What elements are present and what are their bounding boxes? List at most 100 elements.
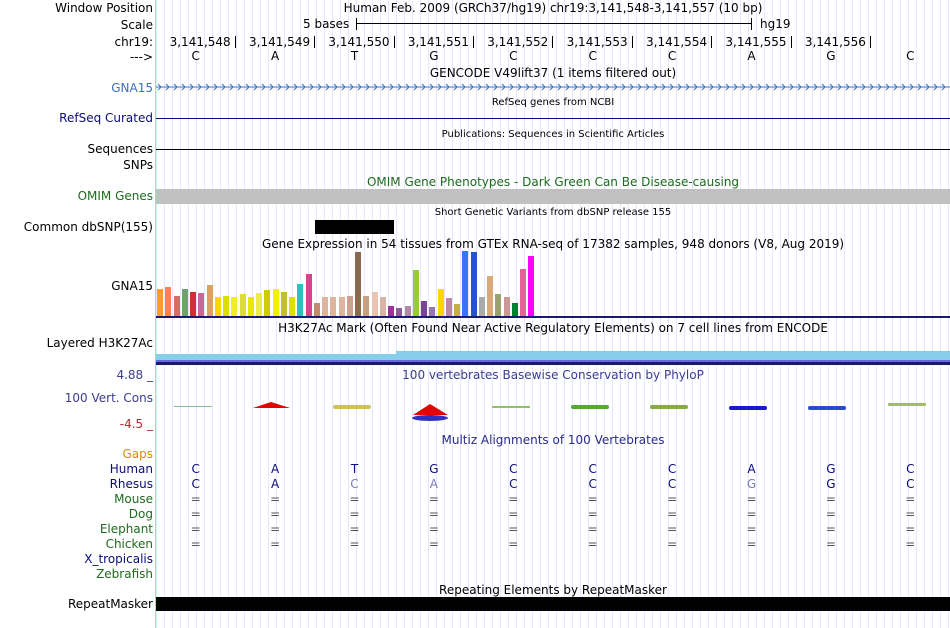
gtex-tissue-bar[interactable] — [239, 294, 246, 316]
snps-label[interactable]: SNPs — [123, 158, 153, 172]
gtex-tissue-bar[interactable] — [264, 290, 271, 316]
gtex-tissue-bar[interactable] — [305, 274, 312, 316]
gtex-tissue-bar[interactable] — [429, 307, 436, 316]
gtex-tissue-bar[interactable] — [346, 296, 353, 316]
species-label[interactable]: X_tropicalis — [84, 552, 153, 566]
gtex-tissue-bar[interactable] — [363, 296, 370, 316]
gencode-title[interactable]: GENCODE V49lift37 (1 items filtered out) — [429, 66, 677, 80]
gtex-tissue-bar[interactable] — [412, 270, 419, 316]
conservation-logo[interactable] — [156, 398, 950, 424]
gtex-tissue-bar[interactable] — [371, 292, 378, 316]
multiz-title[interactable]: Multiz Alignments of 100 Vertebrates — [441, 433, 665, 447]
refseq-title[interactable]: RefSeq genes from NCBI — [491, 97, 615, 108]
gencode-chevron — [901, 83, 906, 91]
reference-base: T — [350, 49, 359, 63]
repeatmasker-block[interactable] — [156, 597, 950, 611]
gtex-tissue-bar[interactable] — [256, 293, 262, 316]
alignment-base: T — [350, 462, 359, 476]
gtex-tissue-bar[interactable] — [280, 292, 287, 316]
repeatmasker-label[interactable]: RepeatMasker — [67, 597, 153, 611]
conservation-label[interactable]: 100 Vert. Cons — [64, 391, 153, 405]
gencode-chevron — [373, 83, 378, 91]
gtex-tissue-bar[interactable] — [223, 296, 229, 316]
omim-label[interactable]: OMIM Genes — [77, 189, 153, 203]
gtex-tissue-bar[interactable] — [462, 251, 469, 316]
gtex-tissue-bar[interactable] — [520, 269, 526, 316]
gtex-tissue-bar[interactable] — [388, 306, 394, 316]
gtex-tissue-bar[interactable] — [173, 296, 180, 316]
species-label[interactable]: Human — [109, 462, 153, 476]
window-position-value[interactable]: Human Feb. 2009 (GRCh37/hg19) chr19:3,14… — [343, 1, 763, 15]
gtex-tissue-bar[interactable] — [470, 252, 477, 316]
gtex-tissue-bar[interactable] — [330, 297, 337, 316]
omim-bar[interactable] — [156, 189, 950, 204]
gtex-tissue-bar[interactable] — [157, 289, 163, 316]
gtex-tissue-bar[interactable] — [396, 308, 403, 316]
gencode-chevron — [845, 83, 850, 91]
gtex-tissue-bar[interactable] — [454, 304, 460, 316]
h3k27ac-title[interactable]: H3K27Ac Mark (Often Found Near Active Re… — [278, 321, 828, 335]
alignment-base: = — [825, 492, 836, 506]
gtex-tissue-bar[interactable] — [528, 256, 535, 316]
gtex-tissue-bar[interactable] — [437, 289, 444, 316]
gtex-tissue-bar[interactable] — [478, 297, 485, 316]
species-label[interactable]: Dog — [128, 507, 153, 521]
gtex-tissue-bar[interactable] — [289, 297, 295, 316]
gtex-tissue-bar[interactable] — [165, 287, 172, 316]
gtex-tissue-bar[interactable] — [404, 306, 411, 316]
species-label[interactable]: Chicken — [105, 537, 153, 551]
gtex-tissue-bar[interactable] — [272, 289, 279, 316]
gencode-chevron — [789, 83, 794, 91]
gtex-tissue-bar[interactable] — [181, 289, 188, 316]
gencode-label[interactable]: GNA15 — [111, 81, 153, 95]
gtex-tissue-bar[interactable] — [231, 297, 238, 316]
refseq-label[interactable]: RefSeq Curated — [59, 111, 153, 125]
gencode-chevron — [317, 83, 322, 91]
h3k27ac-signal-right[interactable] — [396, 351, 950, 360]
gtex-tissue-bar[interactable] — [338, 297, 345, 316]
species-label[interactable]: Zebrafish — [96, 567, 153, 581]
gtex-tissue-bar[interactable] — [313, 303, 320, 316]
gtex-tissue-bar[interactable] — [511, 303, 518, 316]
h3k27ac-signal-left[interactable] — [156, 354, 396, 360]
species-label[interactable]: Rhesus — [109, 477, 153, 491]
h3k27ac-label[interactable]: Layered H3K27Ac — [46, 336, 153, 350]
gtex-tissue-bar[interactable] — [214, 297, 221, 316]
gtex-tissue-bar[interactable] — [198, 293, 205, 316]
omim-title[interactable]: OMIM Gene Phenotypes - Dark Green Can Be… — [366, 175, 740, 189]
species-label[interactable]: Mouse — [114, 492, 153, 506]
gtex-tissue-bar[interactable] — [206, 285, 213, 316]
gencode-gene-arrows[interactable] — [156, 80, 950, 94]
coordinate-label: 3,141,554 — [646, 35, 708, 49]
species-label[interactable]: Elephant — [99, 522, 153, 536]
repeatmasker-title[interactable]: Repeating Elements by RepeatMasker — [439, 583, 667, 597]
dbsnp-title[interactable]: Short Genetic Variants from dbSNP releas… — [434, 207, 672, 218]
gtex-title[interactable]: Gene Expression in 54 tissues from GTEx … — [261, 237, 845, 251]
gtex-tissue-bar[interactable] — [322, 297, 328, 316]
alignment-base: = — [825, 537, 836, 551]
gtex-label[interactable]: GNA15 — [111, 279, 153, 293]
gtex-tissue-bar[interactable] — [297, 284, 304, 316]
gtex-tissue-bar[interactable] — [421, 301, 427, 316]
gtex-tissue-bar[interactable] — [445, 298, 452, 316]
gtex-tissue-bar[interactable] — [495, 294, 502, 316]
gtex-tissue-bar[interactable] — [190, 292, 196, 316]
publications-label[interactable]: Sequences — [87, 142, 153, 156]
publications-line[interactable] — [156, 149, 950, 150]
gencode-chevron — [213, 83, 218, 91]
gencode-chevron — [173, 83, 178, 91]
gtex-tissue-bar[interactable] — [503, 297, 510, 316]
window-position-label: Window Position — [55, 1, 153, 15]
gtex-tissue-bar[interactable] — [355, 252, 361, 316]
gencode-chevron — [365, 83, 370, 91]
species-label[interactable]: Gaps — [122, 447, 153, 461]
dbsnp-variant-block[interactable] — [315, 220, 394, 234]
publications-title[interactable]: Publications: Sequences in Scientific Ar… — [441, 129, 665, 140]
gtex-tissue-bar[interactable] — [487, 276, 493, 316]
dbsnp-label[interactable]: Common dbSNP(155) — [23, 220, 153, 234]
refseq-gene-line[interactable] — [156, 118, 950, 119]
conservation-title[interactable]: 100 vertebrates Basewise Conservation by… — [402, 368, 704, 382]
gtex-tissue-bar[interactable] — [379, 297, 386, 316]
gencode-chevron — [349, 83, 354, 91]
gtex-tissue-bar[interactable] — [247, 297, 254, 316]
